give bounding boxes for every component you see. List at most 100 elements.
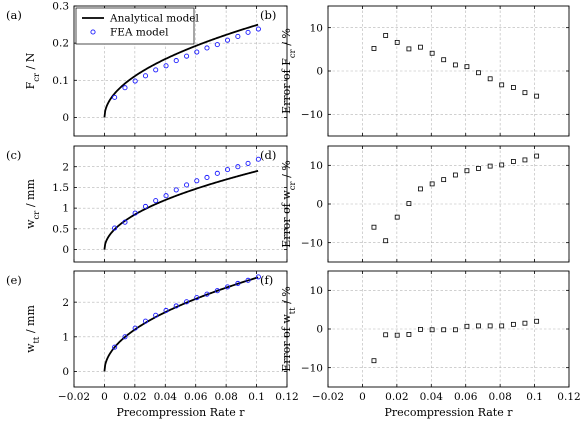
error-point: [371, 358, 377, 364]
analytical-model-line: [103, 276, 259, 372]
fea-point: [163, 193, 169, 199]
error-point: [534, 93, 540, 99]
fea-point: [122, 85, 128, 91]
error-point: [394, 332, 400, 338]
panel-label: (f): [260, 273, 273, 287]
error-point: [499, 162, 505, 168]
x-tick-label: 0.02: [123, 391, 146, 403]
y-tick-label: 10: [310, 285, 323, 297]
fea-point: [132, 325, 138, 331]
error-point: [476, 70, 481, 76]
fea-point: [153, 312, 159, 318]
y-tick-label: 10: [310, 160, 323, 172]
legend-box: [75, 7, 195, 45]
fea-point: [245, 29, 251, 35]
x-tick-label: 0.04: [420, 391, 444, 403]
fea-point: [255, 274, 261, 280]
y-tick-label: 0.5: [52, 223, 69, 235]
fea-point: [112, 344, 118, 350]
fea-point: [173, 187, 179, 193]
y-tick-label: 1.5: [52, 182, 69, 194]
error-point: [383, 33, 389, 38]
error-point: [441, 57, 447, 63]
grid-f: [328, 271, 569, 387]
legend: Analytical model FEA model: [75, 7, 200, 45]
fea-point: [235, 280, 241, 287]
fea-point: [132, 210, 138, 216]
grid-c: [74, 146, 287, 262]
x-tick-label: −0.02: [312, 391, 344, 403]
plot-area-c: [103, 156, 261, 250]
error-point: [487, 323, 493, 329]
fea-point: [184, 182, 190, 188]
panel-label: (e): [6, 273, 22, 287]
fea-point: [153, 67, 159, 73]
fea-point: [194, 295, 200, 301]
fea-point: [142, 73, 149, 79]
panel-e: 0 1 2 −0.02 0 0.02 0.04 0.06 0.08 0.1 0.12 (e) wtt /…: [6, 270, 299, 419]
error-point: [487, 76, 493, 82]
error-point: [371, 224, 377, 230]
x-tick-label: 0.06: [454, 391, 478, 403]
y-tick-label: 10: [310, 22, 323, 34]
fea-point: [122, 219, 128, 225]
error-point: [452, 172, 458, 178]
error-point: [429, 181, 435, 187]
plot-area-b: [371, 33, 540, 99]
axes-frame: [73, 145, 288, 263]
grid-b: [328, 6, 569, 136]
fea-point: [245, 277, 251, 283]
fea-point: [204, 174, 210, 181]
legend-marker-swatch: [90, 29, 96, 35]
y-tick-label: 0: [62, 244, 69, 256]
error-point: [394, 40, 400, 45]
panel-d: −10 0 10 (d) Error of wcr / %: [260, 145, 570, 263]
x-tick-label: 0.1: [248, 391, 265, 403]
error-point: [429, 50, 435, 56]
y-axis-label: Fcr / N: [24, 52, 42, 89]
plot-area-e: [103, 274, 261, 372]
y-tick-label: 1: [62, 203, 69, 215]
x-axis-label: Precompression Rate r: [385, 406, 514, 419]
error-point: [418, 326, 423, 332]
fea-point: [132, 78, 138, 84]
error-point: [406, 201, 412, 207]
panel-label: (a): [6, 8, 22, 22]
error-point: [476, 166, 481, 171]
fea-point: [224, 284, 231, 290]
plot-area-a: [103, 23, 261, 118]
fea-point: [184, 299, 190, 305]
legend-entry: Analytical model: [109, 13, 200, 25]
fea-point: [142, 318, 149, 324]
x-tick-label: 0: [101, 391, 108, 403]
error-point: [464, 64, 470, 70]
fea-point: [184, 53, 190, 59]
fea-point: [122, 334, 128, 340]
panel-label: (d): [260, 148, 276, 162]
error-point: [522, 320, 528, 326]
y-tick-label: 0.1: [52, 75, 69, 87]
y-tick-label: 2: [62, 297, 69, 309]
error-point: [476, 323, 481, 329]
fea-point: [235, 164, 241, 170]
error-point: [522, 157, 528, 163]
error-point: [534, 318, 540, 324]
fea-point: [153, 198, 159, 204]
axes-frame: [73, 5, 288, 137]
error-point: [383, 332, 389, 338]
error-point: [441, 177, 447, 183]
fea-point: [255, 156, 261, 162]
y-tick-label: 0.3: [52, 1, 69, 13]
fea-point: [214, 288, 220, 294]
y-tick-label: 0.2: [52, 38, 69, 50]
error-point: [429, 327, 435, 333]
x-tick-label: 0.02: [385, 391, 408, 403]
error-point: [383, 238, 389, 244]
axes-frame: [327, 145, 570, 263]
x-tick-label: 0.12: [275, 391, 298, 403]
fea-point: [204, 45, 210, 51]
y-axis-label: Error of Fcr / %: [280, 28, 298, 114]
x-tick-label: 0.12: [557, 391, 580, 403]
y-axis-label: Error of wcr / %: [280, 160, 298, 248]
